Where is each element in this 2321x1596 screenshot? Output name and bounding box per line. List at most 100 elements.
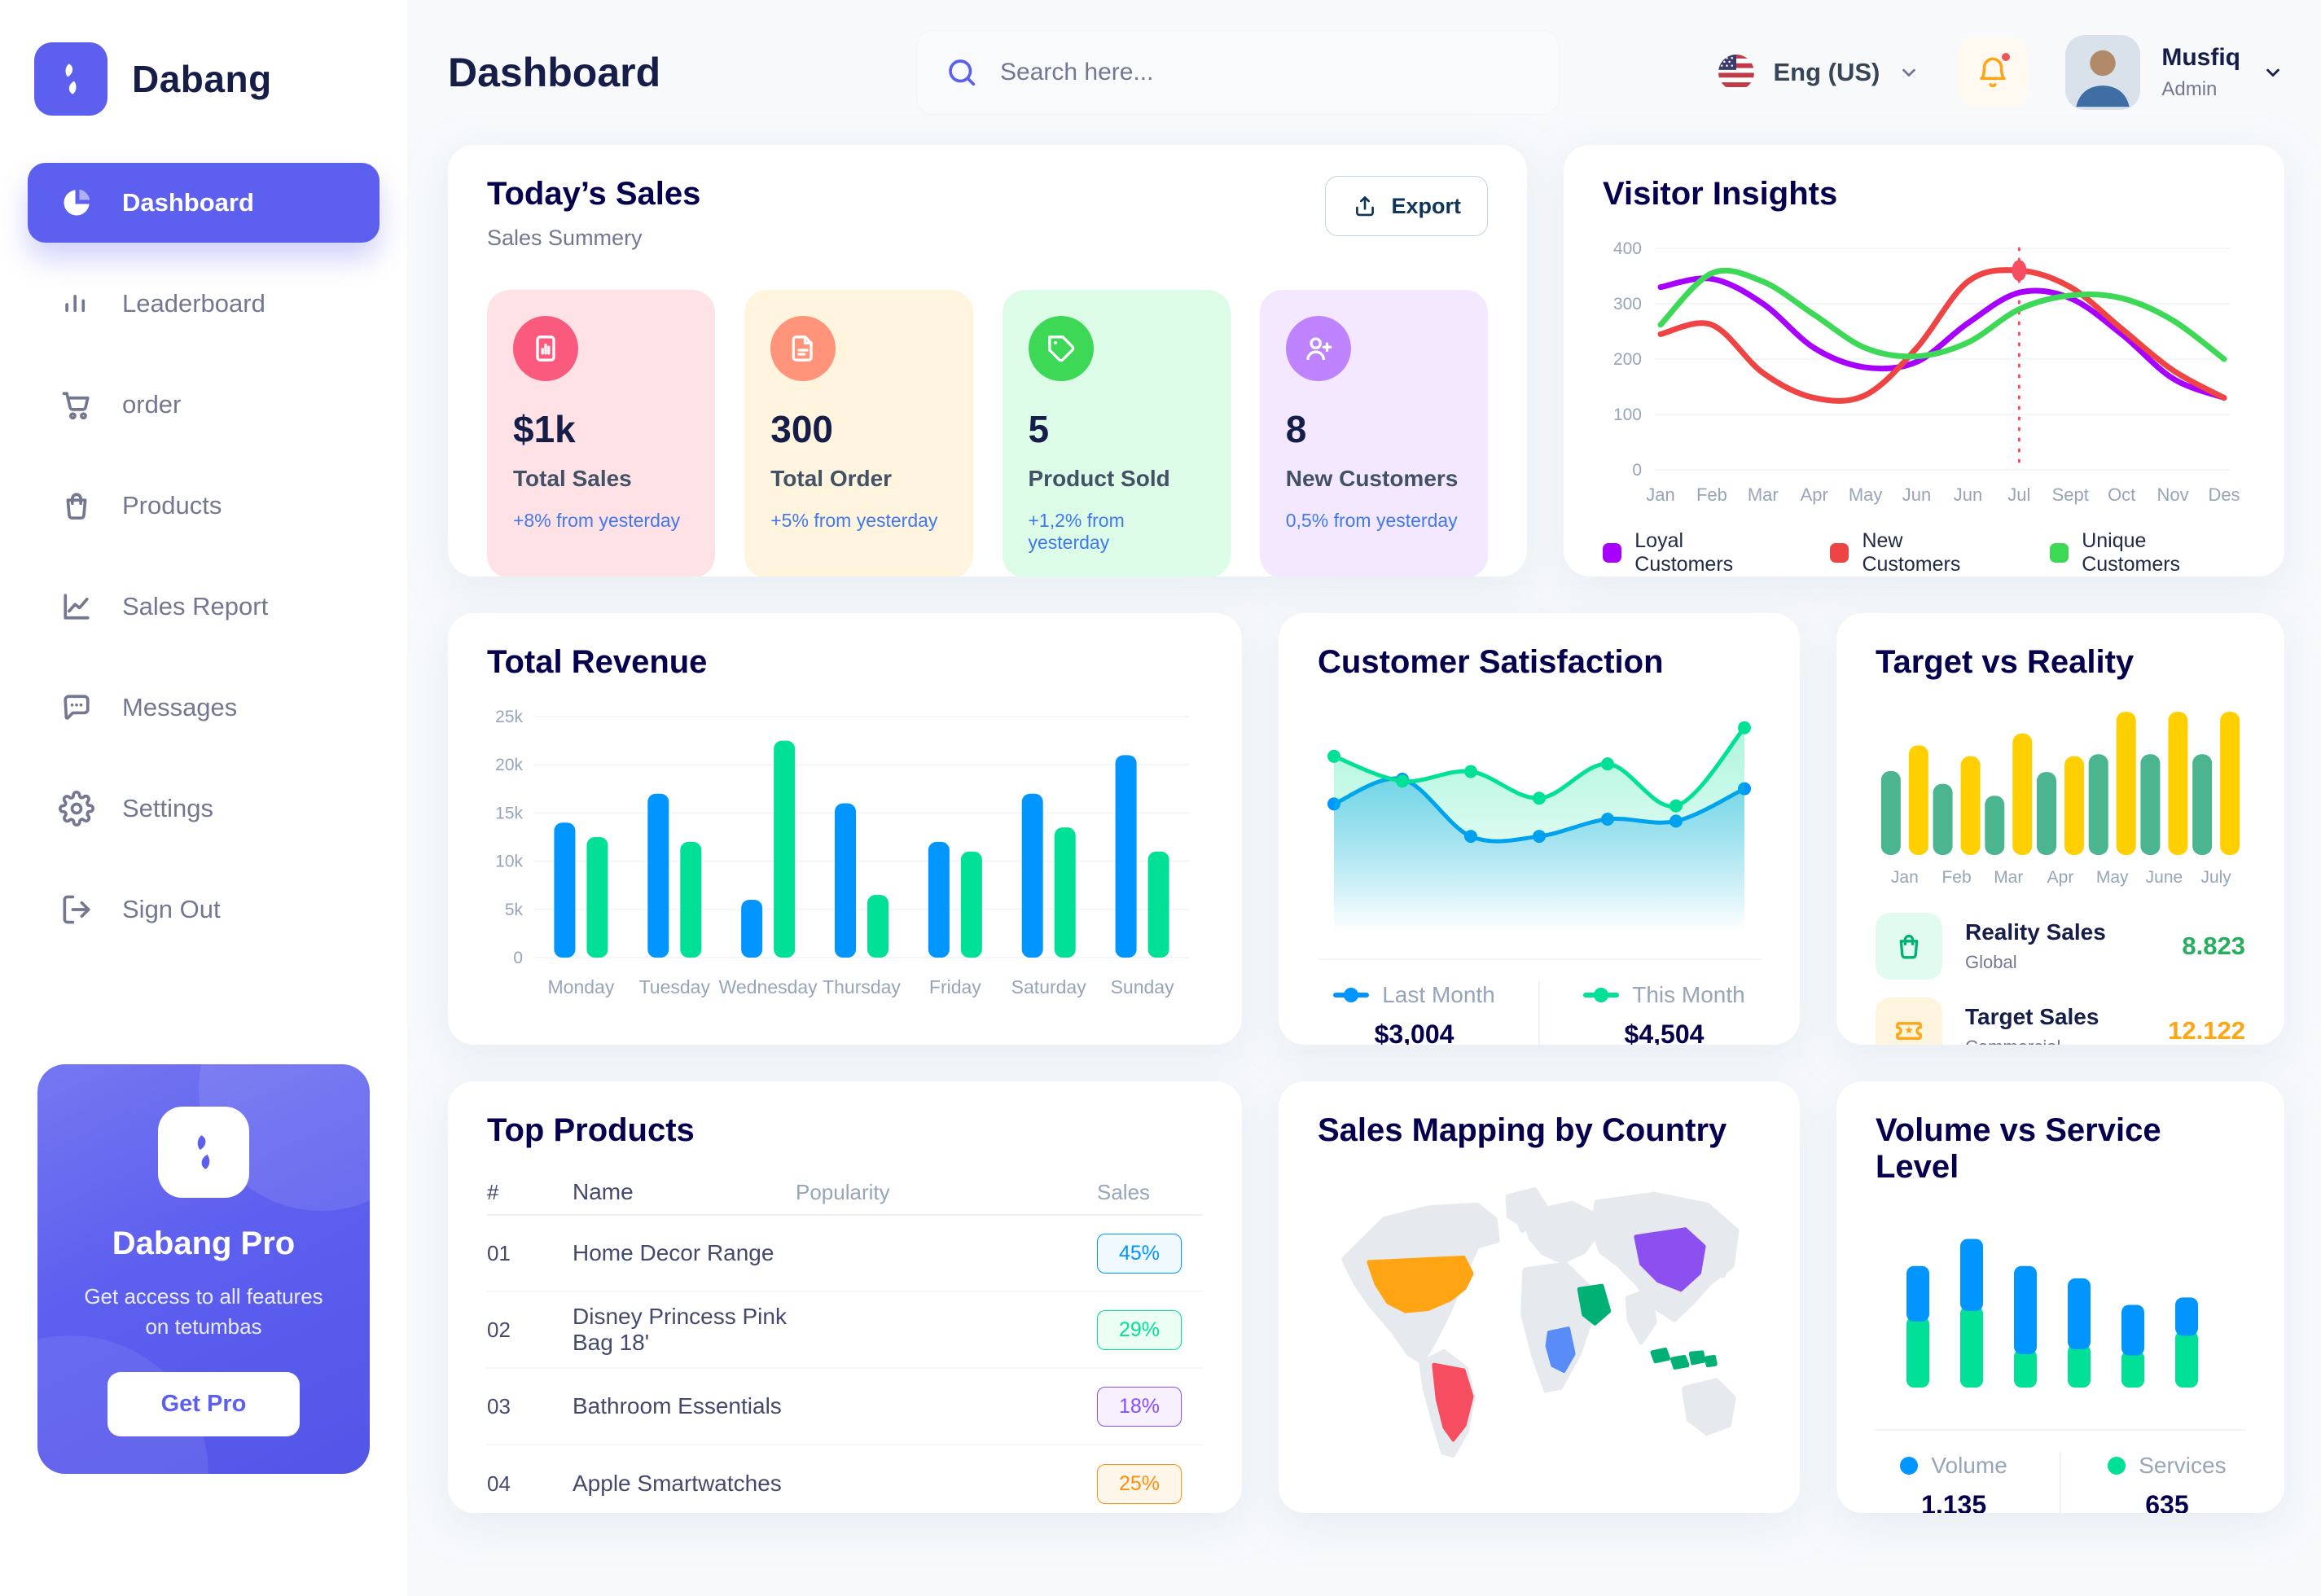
user-add-icon: [1285, 316, 1351, 381]
svg-text:200: 200: [1613, 350, 1642, 369]
last-month-marker: [1333, 992, 1370, 998]
loyal-swatch: [1603, 543, 1622, 563]
volume-service-chart: [1876, 1200, 2245, 1414]
gear-icon: [59, 791, 94, 826]
sales-mapping-title: Sales Mapping by Country: [1318, 1112, 1727, 1148]
sales-badge: 29%: [1097, 1309, 1182, 1350]
country-china: [1634, 1227, 1706, 1292]
svg-text:Apr: Apr: [2047, 868, 2074, 887]
svg-text:May: May: [1849, 484, 1883, 505]
sales-mapping-card: Sales Mapping by Country: [1279, 1081, 1800, 1513]
user-name: Musfiq: [2161, 44, 2240, 71]
search-bar[interactable]: [916, 30, 1560, 115]
visitor-insights-title: Visitor Insights: [1603, 176, 1838, 212]
svg-text:Apr: Apr: [1801, 484, 1828, 505]
svg-text:25k: 25k: [495, 708, 523, 726]
language-label: Eng (US): [1773, 58, 1880, 86]
legend-divider: [1538, 981, 1540, 1045]
sidebar-menu: Dashboard Leaderboard order Products Sales R…: [28, 163, 380, 949]
target-ticket-icon: [1876, 998, 1942, 1045]
tag-icon: [1028, 316, 1094, 381]
sidebar-item-sign-out[interactable]: Sign Out: [28, 870, 380, 949]
customer-satisfaction-chart: [1318, 695, 1761, 944]
svg-text:Feb: Feb: [1696, 484, 1727, 505]
svg-text:Mar: Mar: [1994, 868, 2023, 887]
svg-text:100: 100: [1613, 406, 1642, 424]
svg-text:10k: 10k: [495, 853, 523, 871]
svg-text:Nov: Nov: [2157, 484, 2189, 505]
world-map: [1318, 1164, 1761, 1484]
notification-dot: [1999, 50, 2013, 64]
todays-sales-card: Today’s Sales Sales Summery Export $1k T…: [448, 145, 1527, 577]
country-brazil: [1432, 1362, 1474, 1442]
svg-text:Saturday: Saturday: [1011, 976, 1087, 998]
doc-chart-icon: [536, 335, 555, 362]
header-right: Eng (US) Musfiq Admin: [1718, 35, 2284, 110]
sign-out-icon: [63, 895, 90, 924]
sidebar-item-leaderboard[interactable]: Leaderboard: [28, 264, 380, 344]
sidebar-item-order[interactable]: order: [28, 365, 380, 445]
country-dr-congo: [1545, 1326, 1576, 1374]
table-row: 01 Home Decor Range 45%: [487, 1216, 1203, 1292]
volume-service-card: Volume vs Service Level Volume 1,135 Ser…: [1836, 1081, 2284, 1513]
language-selector[interactable]: Eng (US): [1718, 54, 1920, 91]
total-revenue-card: Total Revenue 0 5k 10k 15k 20k 25k Monday Tuesd…: [448, 613, 1242, 1045]
main-area: Dashboard: [407, 0, 2321, 1596]
reality-sales-value: 8.823: [2182, 932, 2245, 960]
export-button[interactable]: Export: [1325, 176, 1488, 236]
stat-card-total-order: 300 Total Order +5% from yesterday: [744, 290, 973, 577]
file-icon: [792, 335, 813, 362]
chat-icon: [64, 695, 90, 720]
chevron-down-icon: [1902, 68, 1916, 77]
volume-service-title: Volume vs Service Level: [1876, 1112, 2161, 1185]
user-menu[interactable]: Musfiq Admin: [2065, 35, 2284, 110]
search-input[interactable]: [1000, 59, 1531, 86]
bell-icon: [1980, 57, 2007, 88]
svg-text:Mar: Mar: [1748, 484, 1779, 505]
tag-icon: [1047, 335, 1074, 362]
services-dot: [2108, 1456, 2126, 1475]
svg-text:15k: 15k: [495, 804, 523, 822]
reality-bag-icon: [1876, 913, 1942, 980]
svg-text:Jun: Jun: [1954, 484, 1982, 505]
svg-text:0: 0: [1632, 461, 1642, 480]
top-products-card: Top Products # Name Popularity Sales 01 …: [448, 1081, 1242, 1513]
svg-text:Friday: Friday: [929, 976, 981, 998]
country-united-states: [1367, 1255, 1474, 1313]
svg-text:400: 400: [1613, 239, 1642, 258]
cart-icon: [62, 392, 90, 420]
get-pro-button[interactable]: Get Pro: [107, 1372, 301, 1436]
doc-chart-icon: [513, 316, 578, 381]
sidebar-item-sales-report[interactable]: Sales Report: [28, 567, 380, 647]
sidebar-item-dashboard[interactable]: Dashboard: [28, 163, 380, 243]
services-total: 635: [2145, 1489, 2189, 1514]
country-indonesia: [1650, 1347, 1718, 1370]
notifications-button[interactable]: [1958, 37, 2029, 107]
volume-total: 1,135: [1921, 1489, 1987, 1514]
svg-text:Sept: Sept: [2052, 484, 2089, 505]
target-vs-reality-title: Target vs Reality: [1876, 644, 2135, 680]
avatar: [2065, 35, 2141, 110]
header: Dashboard: [448, 0, 2284, 145]
target-vs-reality-chart: Jan Feb Mar Apr May June July: [1876, 695, 2245, 895]
country-saudi-arabia: [1577, 1283, 1612, 1326]
reality-sales-row: Reality Sales Global 8.823: [1876, 913, 2245, 980]
user-role: Admin: [2161, 78, 2218, 100]
promo-card: Dabang Pro Get access to all features on…: [37, 1063, 370, 1474]
target-sales-value: 12.122: [2168, 1016, 2245, 1045]
customer-satisfaction-title: Customer Satisfaction: [1318, 644, 1664, 680]
brand: Dabang: [28, 34, 380, 163]
table-row: 02 Disney Princess Pink Bag 18' 29%: [487, 1292, 1203, 1369]
sidebar-item-messages[interactable]: Messages: [28, 668, 380, 748]
svg-text:Thursday: Thursday: [823, 976, 901, 998]
sidebar-item-products[interactable]: Products: [28, 466, 380, 546]
total-revenue-chart: 0 5k 10k 15k 20k 25k Monday Tuesday Wednesday Thu…: [487, 695, 1203, 1035]
svg-text:300: 300: [1613, 295, 1642, 314]
sidebar-item-settings[interactable]: Settings: [28, 769, 380, 848]
app-logo-icon: [34, 42, 107, 116]
svg-text:Jul: Jul: [2007, 484, 2030, 505]
todays-sales-title: Today’s Sales: [487, 176, 701, 212]
svg-text:5k: 5k: [505, 901, 524, 919]
sales-badge: 18%: [1097, 1386, 1182, 1427]
unique-swatch: [2049, 543, 2069, 563]
